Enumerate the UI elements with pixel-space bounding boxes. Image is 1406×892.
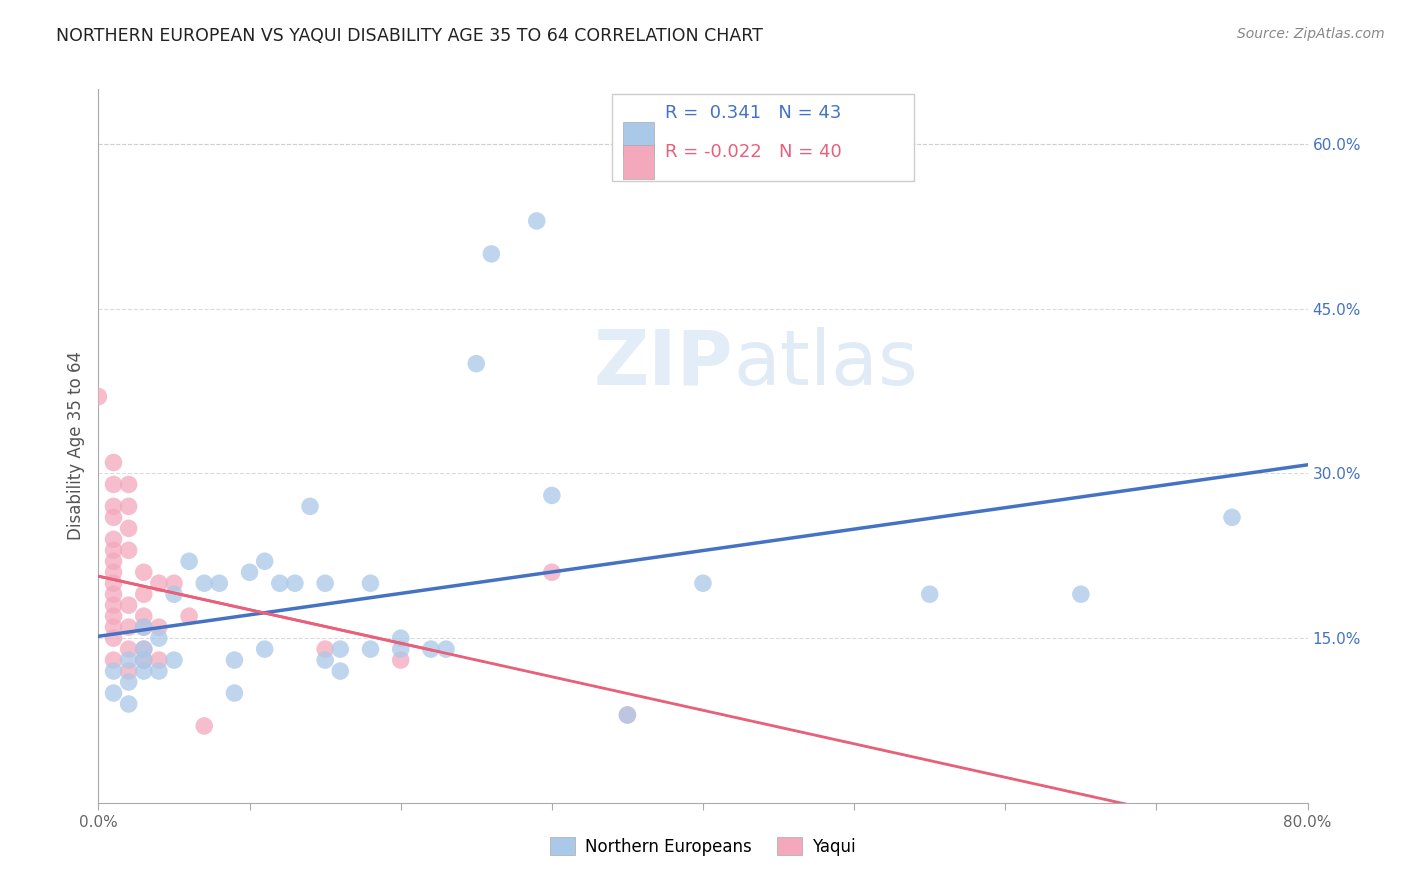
Point <box>103 686 125 700</box>
Legend: Northern Europeans, Yaqui: Northern Europeans, Yaqui <box>544 830 862 863</box>
Point <box>118 543 141 558</box>
Point <box>132 587 155 601</box>
Point <box>692 576 714 591</box>
Point <box>132 664 155 678</box>
Point <box>118 500 141 514</box>
Point <box>329 642 352 657</box>
Point <box>163 576 186 591</box>
Point <box>299 500 322 514</box>
Point <box>118 653 141 667</box>
Text: ZIP: ZIP <box>593 326 734 401</box>
Point <box>193 719 215 733</box>
Point <box>360 576 382 591</box>
Point <box>193 576 215 591</box>
Point <box>103 566 125 580</box>
Text: R = -0.022   N = 40: R = -0.022 N = 40 <box>665 143 842 161</box>
Point <box>148 653 170 667</box>
Point <box>540 566 562 580</box>
Point <box>132 620 155 634</box>
Point <box>616 708 638 723</box>
Point <box>132 609 155 624</box>
Point <box>132 566 155 580</box>
Point <box>103 554 125 568</box>
Point <box>118 620 141 634</box>
Point <box>132 620 155 634</box>
Point <box>148 631 170 645</box>
Text: NORTHERN EUROPEAN VS YAQUI DISABILITY AGE 35 TO 64 CORRELATION CHART: NORTHERN EUROPEAN VS YAQUI DISABILITY AG… <box>56 27 763 45</box>
Point <box>253 642 276 657</box>
Point <box>118 521 141 535</box>
Point <box>434 642 457 657</box>
Point <box>179 609 201 624</box>
Point <box>103 455 125 469</box>
Point <box>481 247 503 261</box>
Point <box>148 620 170 634</box>
Point <box>208 576 231 591</box>
Point <box>103 609 125 624</box>
Point <box>132 642 155 657</box>
Point <box>360 642 382 657</box>
Point <box>163 653 186 667</box>
Point <box>314 653 336 667</box>
Point <box>118 675 141 690</box>
Point <box>132 642 155 657</box>
Point <box>224 686 246 700</box>
Point <box>148 576 170 591</box>
Point <box>132 653 155 667</box>
Point <box>179 554 201 568</box>
Point <box>389 642 412 657</box>
Point <box>103 631 125 645</box>
Point <box>103 477 125 491</box>
Point <box>118 477 141 491</box>
Point <box>103 510 125 524</box>
Point <box>616 708 638 723</box>
Point <box>284 576 307 591</box>
Point <box>132 653 155 667</box>
Point <box>253 554 276 568</box>
Point <box>103 533 125 547</box>
Point <box>329 664 352 678</box>
Point <box>87 390 110 404</box>
Point <box>420 642 443 657</box>
Point <box>118 642 141 657</box>
Point <box>118 598 141 612</box>
Point <box>1220 510 1243 524</box>
Point <box>103 664 125 678</box>
Point <box>163 587 186 601</box>
Point <box>103 653 125 667</box>
Point <box>103 500 125 514</box>
Text: Source: ZipAtlas.com: Source: ZipAtlas.com <box>1237 27 1385 41</box>
Point <box>314 576 336 591</box>
Point <box>224 653 246 667</box>
Point <box>389 631 412 645</box>
Point <box>918 587 941 601</box>
Point <box>103 598 125 612</box>
Point <box>540 488 562 502</box>
Point <box>465 357 488 371</box>
Point <box>314 642 336 657</box>
Point <box>526 214 548 228</box>
Point <box>103 587 125 601</box>
Text: atlas: atlas <box>734 326 918 401</box>
Point <box>103 576 125 591</box>
Y-axis label: Disability Age 35 to 64: Disability Age 35 to 64 <box>66 351 84 541</box>
Point <box>118 664 141 678</box>
Point <box>269 576 291 591</box>
Point <box>103 543 125 558</box>
Point <box>239 566 262 580</box>
Text: R =  0.341   N = 43: R = 0.341 N = 43 <box>665 104 841 122</box>
Point <box>118 697 141 711</box>
Point <box>389 653 412 667</box>
Point <box>1070 587 1092 601</box>
Point <box>148 664 170 678</box>
Point <box>103 620 125 634</box>
